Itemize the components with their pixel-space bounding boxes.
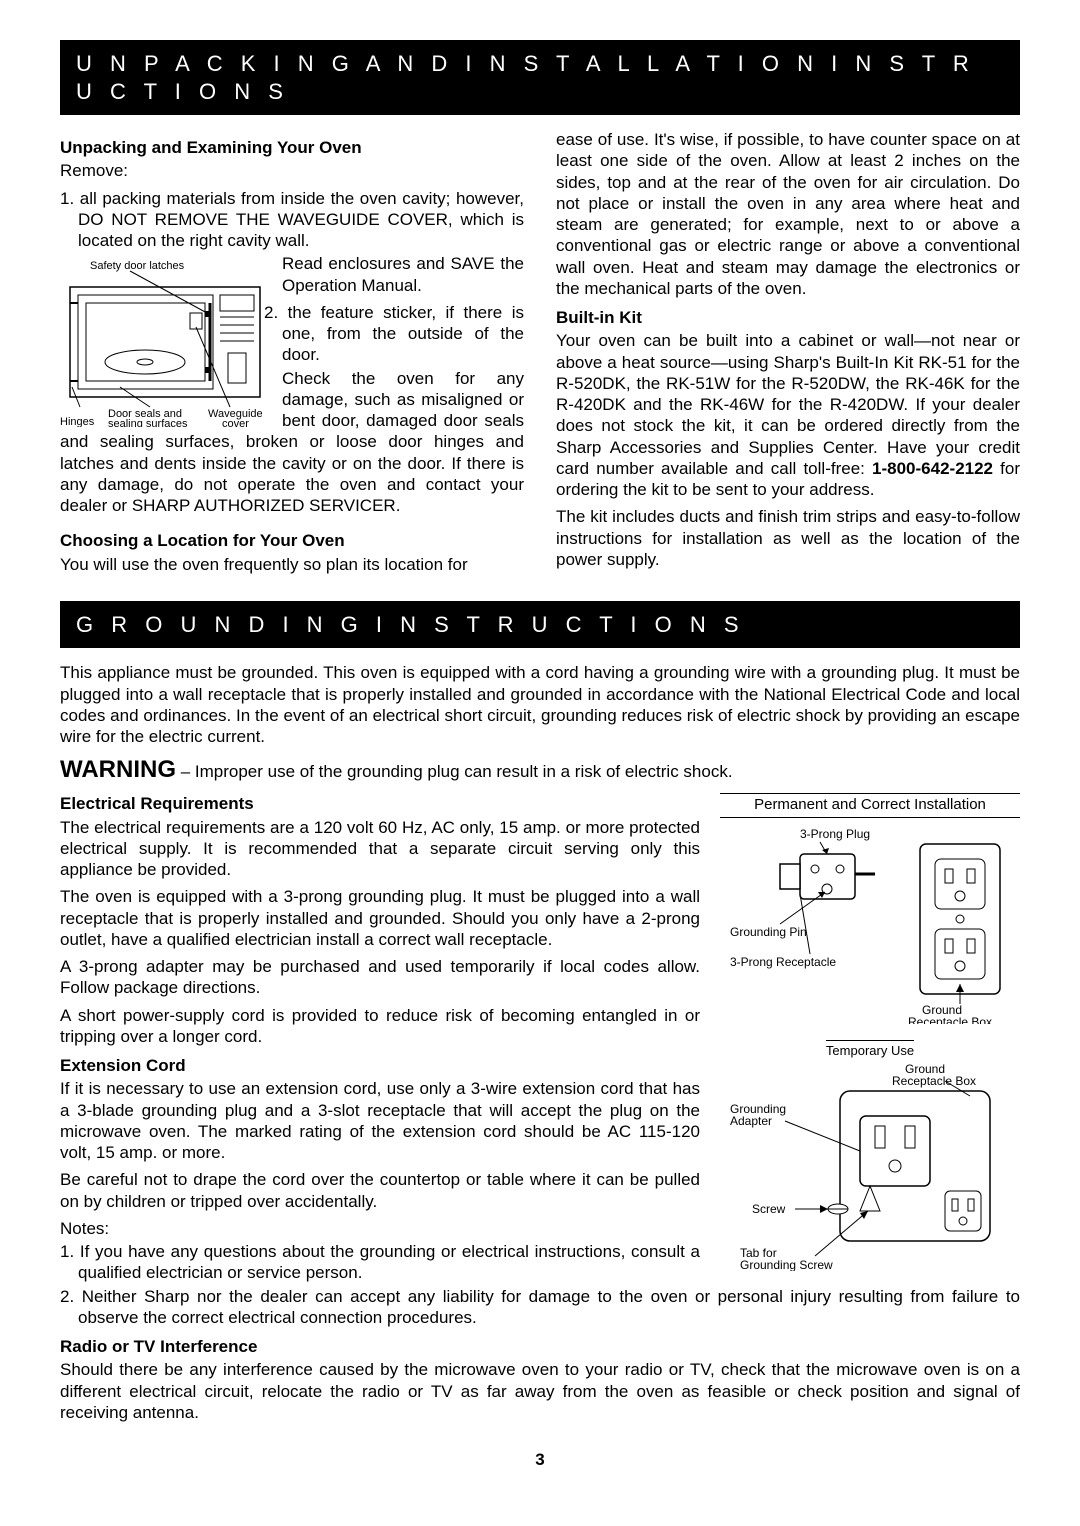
label-door-seals-2: sealing surfaces [108,418,188,427]
section1-left-col: Unpacking and Examining Your Oven Remove… [60,129,524,581]
builtin-kit-p1: Your oven can be built into a cabinet or… [556,330,1020,500]
fig1-recept-label: 3-Prong Receptacle [730,955,836,969]
warning-rest: – Improper use of the grounding plug can… [176,762,733,781]
builtin-kit-heading: Built-in Kit [556,307,1020,328]
section1-columns: Unpacking and Examining Your Oven Remove… [60,129,1020,581]
choosing-location-heading: Choosing a Location for Your Oven [60,530,524,551]
fig1-svg: 3-Prong Plug Grounding Pin 3-Prong Recep… [720,824,1020,1024]
fig2-caption: Temporary Use [826,1040,914,1060]
fig2-svg: Ground Receptacle Box Grounding Adapter … [720,1061,1020,1271]
fig1-caption: Permanent and Correct Installation [720,793,1020,818]
fig2-caption-wrap: Temporary Use [720,1040,1020,1060]
choosing-location-p: You will use the oven frequently so plan… [60,554,524,575]
remove-item-1: 1. all packing materials from inside the… [60,188,524,252]
radio-tv-heading: Radio or TV Interference [60,1336,1020,1357]
oven-diagram: Safety door latches Hinges Door seals an… [60,257,270,427]
fig2-adapter-2: Adapter [730,1114,772,1128]
fig2-tab-2: Grounding Screw [740,1258,833,1271]
note-2: 2. Neither Sharp nor the dealer can acce… [60,1286,1020,1329]
section1-right-col: ease of use. It's wise, if possible, to … [556,129,1020,581]
label-hinges: Hinges [60,416,95,427]
fig2-screw: Screw [752,1202,786,1216]
ease-of-use-p: ease of use. It's wise, if possible, to … [556,129,1020,299]
grounding-body: Permanent and Correct Installation [60,793,1020,1429]
fig1-plug-label: 3-Prong Plug [800,827,870,841]
label-waveguide-2: cover [222,418,249,427]
fig2-groundbox-2: Receptacle Box [892,1074,976,1088]
grounding-intro: This appliance must be grounded. This ov… [60,662,1020,747]
page-number: 3 [60,1449,1020,1470]
warning-word: WARNING [60,756,176,783]
unpacking-heading: Unpacking and Examining Your Oven [60,137,524,158]
label-safety-latches: Safety door latches [90,260,185,272]
builtin-phone: 1-800-642-2122 [872,459,993,478]
builtin-kit-p1a: Your oven can be built into a cabinet or… [556,331,1020,478]
section1-header: U N P A C K I N G A N D I N S T A L L A … [60,40,1020,115]
fig1-pin-label: Grounding Pin [730,925,807,939]
diagram-text-wrap: Safety door latches Hinges Door seals an… [60,253,524,522]
builtin-kit-p2: The kit includes ducts and finish trim s… [556,506,1020,570]
warning-line: WARNING – Improper use of the grounding … [60,755,1020,785]
section2-header: G R O U N D I N G I N S T R U C T I O N … [60,601,1020,649]
right-figures: Permanent and Correct Installation [720,793,1020,1275]
remove-label: Remove: [60,160,524,181]
radio-tv-p: Should there be any interference caused … [60,1359,1020,1423]
fig1-ground-label-2: Receptacle Box [908,1015,992,1024]
